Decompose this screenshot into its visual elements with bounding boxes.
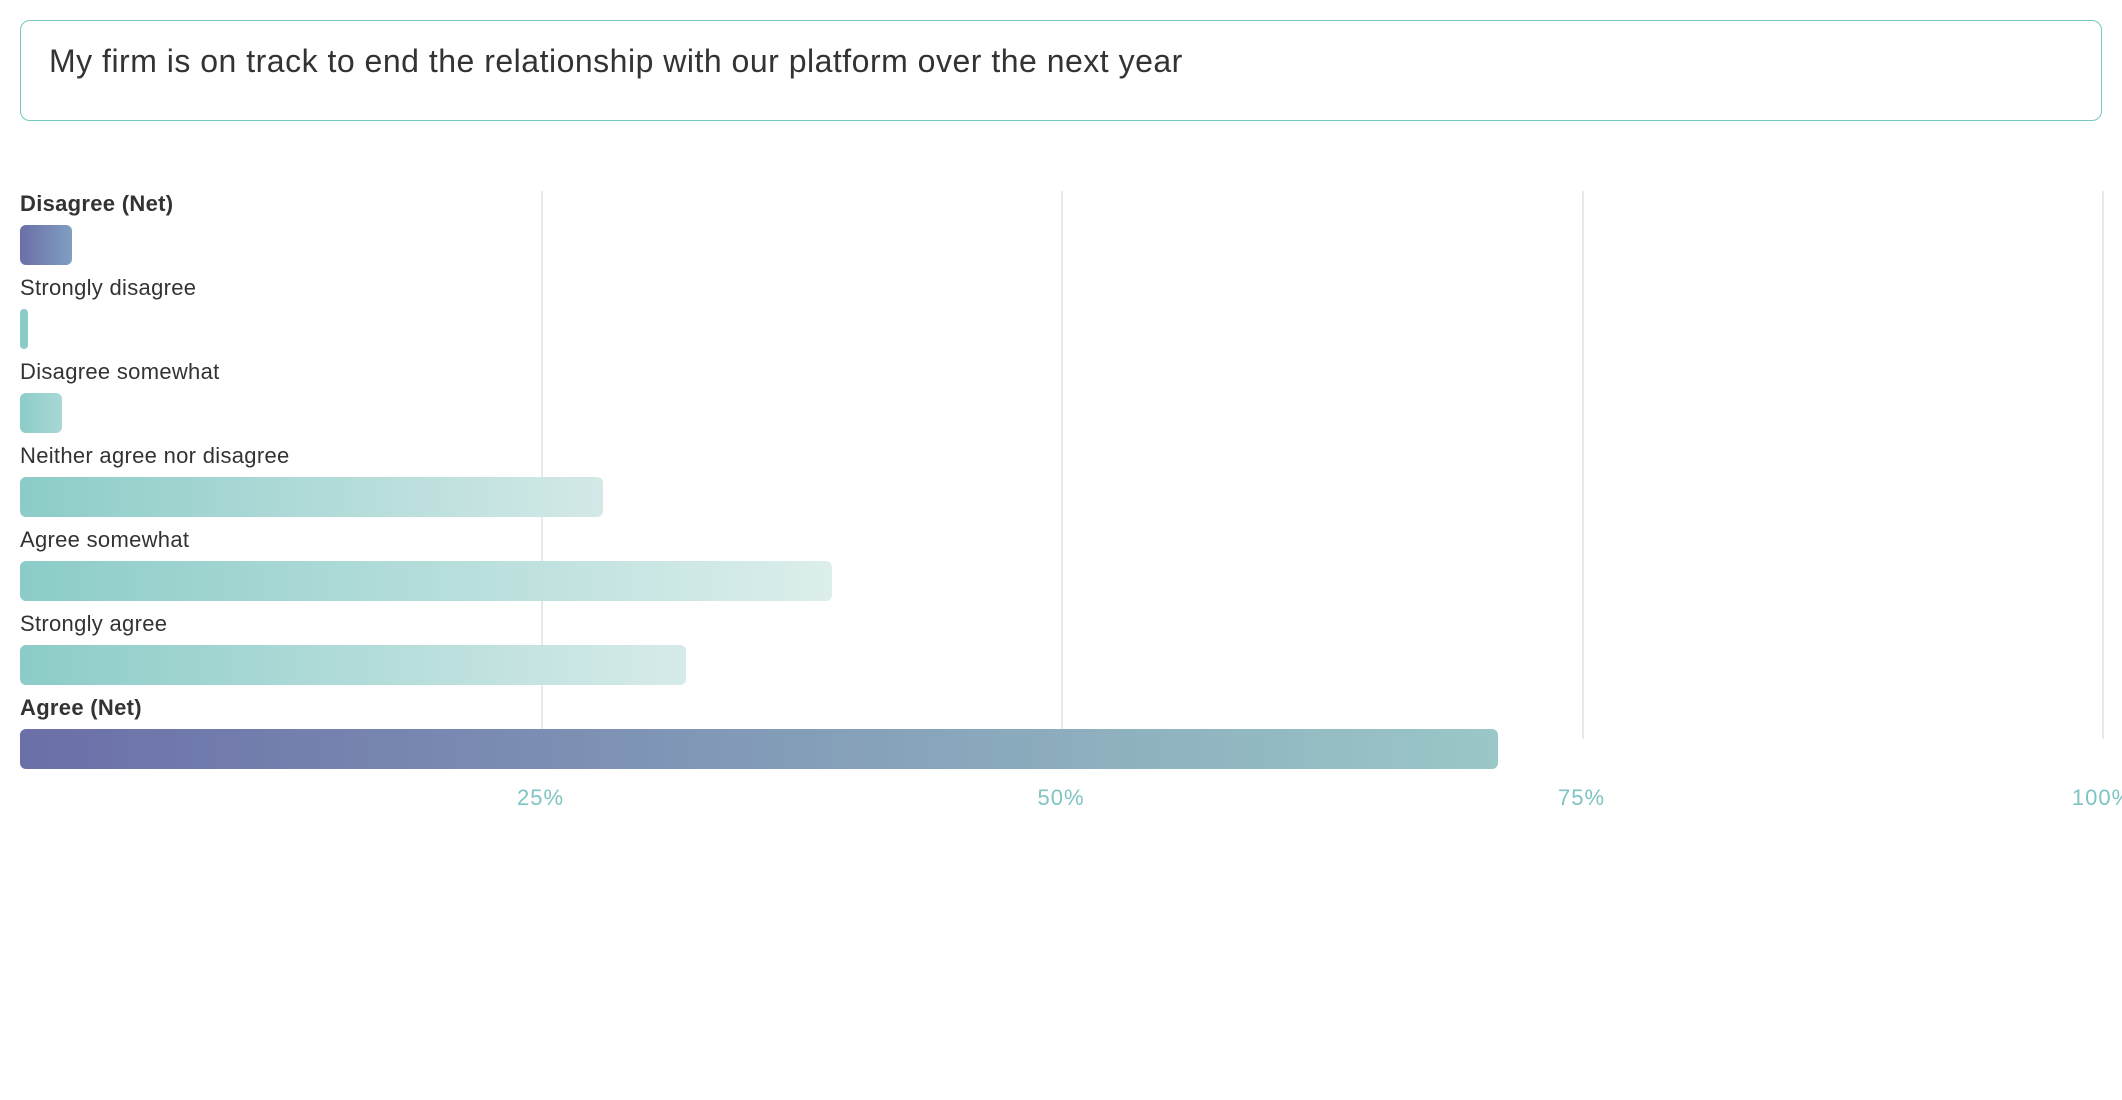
- bar-label: Strongly agree: [20, 611, 2102, 645]
- bar: [20, 309, 28, 349]
- bar: [20, 645, 686, 685]
- chart-row: Agree (Net): [20, 695, 2102, 769]
- bar: [20, 561, 832, 601]
- bar-label: Strongly disagree: [20, 275, 2102, 309]
- chart: Disagree (Net) Strongly disagree Disagree …: [20, 191, 2102, 809]
- bar: [20, 225, 72, 265]
- bar-label: Agree somewhat: [20, 527, 2102, 561]
- x-axis-tick-label: 50%: [1037, 785, 1084, 811]
- chart-row: Agree somewhat: [20, 527, 2102, 601]
- bar-label: Disagree somewhat: [20, 359, 2102, 393]
- chart-row: Disagree (Net): [20, 191, 2102, 265]
- gridline: [2102, 191, 2104, 739]
- chart-plot-area: Disagree (Net) Strongly disagree Disagree …: [20, 191, 2102, 769]
- chart-title: My firm is on track to end the relations…: [49, 43, 1183, 79]
- chart-row: Strongly disagree: [20, 275, 2102, 349]
- bar-label: Agree (Net): [20, 695, 2102, 729]
- bar: [20, 477, 603, 517]
- chart-row: Disagree somewhat: [20, 359, 2102, 433]
- bar: [20, 729, 1498, 769]
- chart-row: Strongly agree: [20, 611, 2102, 685]
- bar-label: Neither agree nor disagree: [20, 443, 2102, 477]
- title-box: My firm is on track to end the relations…: [20, 20, 2102, 121]
- x-axis-tick-label: 100%: [2072, 785, 2122, 811]
- bar-label: Disagree (Net): [20, 191, 2102, 225]
- x-axis-tick-label: 25%: [517, 785, 564, 811]
- x-axis-labels: 25%50%75%100%: [20, 779, 2102, 809]
- chart-row: Neither agree nor disagree: [20, 443, 2102, 517]
- bar: [20, 393, 62, 433]
- x-axis-tick-label: 75%: [1558, 785, 1605, 811]
